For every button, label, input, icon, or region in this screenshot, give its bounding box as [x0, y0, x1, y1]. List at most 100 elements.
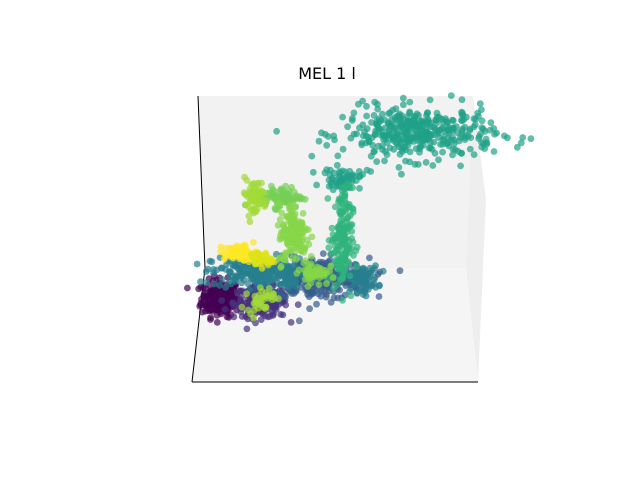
scatter-point: [229, 299, 236, 307]
scatter-point: [270, 266, 278, 274]
scatter-point: [396, 267, 404, 275]
scatter-point: [335, 195, 343, 203]
scatter-point: [282, 250, 289, 258]
scatter-point: [527, 135, 535, 143]
scatter-point: [295, 266, 303, 274]
scatter-point: [211, 280, 218, 288]
scatter-point: [432, 116, 439, 124]
scatter-point: [387, 121, 395, 128]
scatter-point: [341, 267, 348, 275]
scatter-point: [470, 115, 478, 123]
scatter-point: [323, 280, 330, 287]
scatter-point: [445, 126, 453, 134]
scatter-point: [342, 200, 350, 207]
scatter-point: [256, 251, 264, 259]
scatter-point: [306, 305, 313, 313]
scatter-point: [252, 208, 260, 216]
scatter-point: [232, 260, 239, 268]
scatter-point: [258, 264, 266, 272]
scatter-point: [322, 293, 330, 301]
scatter-point: [293, 255, 300, 263]
scatter-point: [341, 291, 349, 299]
scatter-point: [414, 161, 422, 168]
scatter-point: [269, 191, 276, 199]
scatter-point: [337, 216, 345, 224]
scatter-point: [357, 278, 364, 286]
scatter-point: [328, 224, 336, 232]
scatter-point: [319, 250, 327, 257]
scatter-point: [206, 257, 214, 265]
scatter-point: [337, 260, 345, 268]
scatter-point: [341, 224, 349, 232]
scatter-point: [324, 195, 332, 202]
scatter-point: [256, 192, 263, 200]
scatter-point: [392, 105, 400, 113]
scatter-point: [371, 147, 378, 155]
scatter-point: [293, 192, 301, 200]
scatter-point: [356, 124, 363, 132]
scatter-point: [256, 284, 264, 292]
scatter-point: [281, 198, 289, 206]
scatter-point: [238, 303, 246, 311]
scatter-point: [273, 127, 280, 135]
scatter-point: [230, 313, 238, 321]
scatter-point: [402, 157, 409, 165]
scatter-point: [416, 145, 424, 153]
scatter-point: [370, 112, 378, 119]
scatter-point: [339, 113, 346, 121]
scatter-point: [340, 236, 348, 244]
scatter-point: [429, 162, 437, 169]
scatter-point: [292, 223, 300, 231]
scatter-point: [347, 134, 355, 142]
scatter-point: [364, 133, 372, 141]
scatter-point: [490, 148, 498, 155]
scatter-point: [308, 152, 316, 160]
scatter-point: [379, 131, 387, 139]
scatter-point: [261, 305, 269, 312]
scatter-point: [373, 120, 381, 128]
scatter-point: [197, 301, 205, 309]
scatter-point: [221, 306, 229, 313]
scatter-point: [353, 130, 360, 138]
scatter-point: [318, 129, 325, 137]
scatter-point: [350, 109, 358, 117]
scatter-point: [398, 170, 405, 178]
scatter-point: [333, 183, 341, 190]
scatter-point: [349, 184, 356, 192]
scatter-point: [277, 311, 285, 318]
scatter-point: [245, 212, 253, 220]
scatter-point: [374, 105, 382, 113]
scatter-point: [316, 258, 324, 266]
scatter-point: [313, 181, 320, 189]
scatter-point: [406, 148, 414, 156]
scatter-point: [313, 300, 320, 308]
scatter-point: [421, 135, 429, 143]
scatter-point: [208, 299, 216, 307]
scatter-point: [376, 282, 383, 290]
scatter-point: [349, 238, 357, 246]
scatter-point: [213, 319, 221, 326]
scatter-point: [283, 283, 291, 291]
scatter-point: [513, 143, 521, 151]
scatter-point: [326, 256, 334, 264]
scatter-point: [398, 112, 406, 120]
scatter-point: [341, 192, 349, 200]
scatter-point: [282, 182, 289, 190]
scatter-point: [222, 266, 229, 273]
scatter-point: [381, 157, 388, 165]
scatter-point: [238, 272, 246, 280]
scatter-point: [358, 141, 366, 149]
scatter-point: [280, 189, 287, 197]
scatter-point: [297, 229, 304, 236]
scatter-point: [361, 288, 369, 296]
scatter-point: [264, 260, 272, 267]
scatter-point: [264, 313, 272, 321]
scatter-point: [303, 236, 311, 244]
scatter-point: [328, 250, 335, 258]
scatter-point: [289, 280, 296, 287]
scatter-point: [366, 254, 373, 262]
scatter-point: [519, 134, 527, 141]
scatter-point: [399, 94, 407, 102]
scatter-point: [359, 97, 366, 105]
